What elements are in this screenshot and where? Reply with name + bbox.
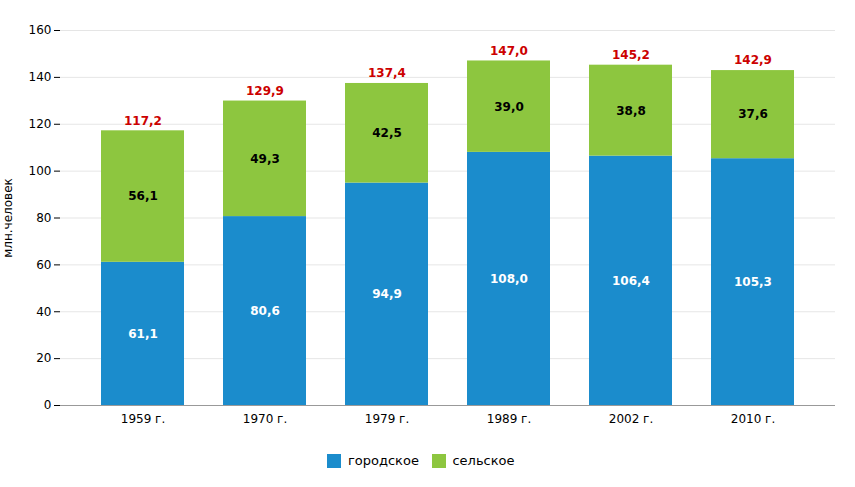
svg-text:105,3: 105,3 [734, 275, 772, 289]
svg-text:129,9: 129,9 [246, 84, 284, 98]
svg-text:20: 20 [36, 351, 51, 365]
svg-text:147,0: 147,0 [490, 44, 528, 58]
html-text:городское: городское [348, 453, 419, 468]
svg-text:60: 60 [36, 258, 51, 272]
svg-text:117,2: 117,2 [124, 114, 162, 128]
svg-text:140: 140 [29, 70, 52, 84]
svg-text:1979 г.: 1979 г. [365, 412, 409, 426]
svg-text:160: 160 [29, 23, 52, 37]
svg-text:108,0: 108,0 [490, 272, 528, 286]
svg-text:80: 80 [36, 211, 51, 225]
svg-text:80,6: 80,6 [250, 304, 280, 318]
svg-text:100: 100 [29, 164, 52, 178]
svg-text:2010 г.: 2010 г. [731, 412, 775, 426]
svg-text:40: 40 [36, 305, 51, 319]
svg-text:61,1: 61,1 [128, 327, 158, 341]
svg-text:1959 г.: 1959 г. [121, 412, 165, 426]
svg-text:млн.человек: млн.человек [1, 178, 15, 258]
svg-text:37,6: 37,6 [738, 107, 768, 121]
svg-text:56,1: 56,1 [128, 189, 158, 203]
svg-text:42,5: 42,5 [372, 126, 402, 140]
svg-text:1989 г.: 1989 г. [487, 412, 531, 426]
svg-text:1970 г.: 1970 г. [243, 412, 287, 426]
svg-text:49,3: 49,3 [250, 152, 280, 166]
svg-text:39,0: 39,0 [494, 100, 524, 114]
svg-text:38,8: 38,8 [616, 103, 646, 117]
svg-text:120: 120 [29, 117, 52, 131]
svg-text:145,2: 145,2 [612, 48, 650, 62]
svg-text:2002 г.: 2002 г. [609, 412, 653, 426]
svg-text:106,4: 106,4 [612, 274, 650, 288]
svg-text:0: 0 [44, 398, 52, 412]
html-text:сельское: сельское [452, 453, 515, 468]
svg-text:94,9: 94,9 [372, 287, 402, 301]
svg-text:137,4: 137,4 [368, 66, 406, 80]
svg-text:142,9: 142,9 [734, 53, 772, 67]
